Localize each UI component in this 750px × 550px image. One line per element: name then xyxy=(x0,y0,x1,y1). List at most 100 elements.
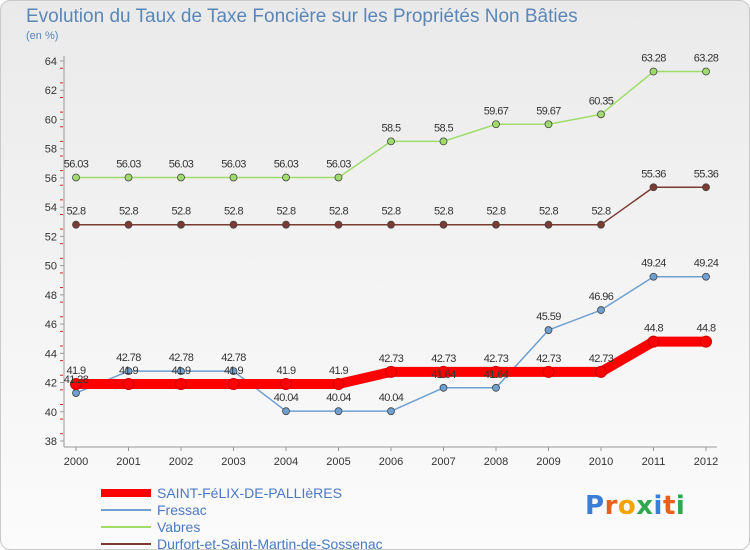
data-point xyxy=(124,367,133,376)
y-tick-label: 54 xyxy=(45,202,57,214)
y-tick-label: 40 xyxy=(45,407,57,419)
data-label: 41.64 xyxy=(431,369,456,381)
data-point xyxy=(70,378,82,390)
data-point xyxy=(72,389,80,397)
data-label: 58.5 xyxy=(381,122,400,134)
y-tick-label: 62 xyxy=(45,85,57,97)
data-label: 56.03 xyxy=(326,158,351,170)
data-point xyxy=(177,367,185,376)
data-point xyxy=(229,173,238,182)
data-point xyxy=(492,383,500,392)
data-point xyxy=(122,378,135,390)
data-point xyxy=(334,407,343,416)
data-label: 42.73 xyxy=(431,353,456,365)
logo-letter: r xyxy=(604,491,618,521)
data-label: 41.9 xyxy=(276,365,295,377)
data-point xyxy=(227,378,240,390)
data-label: 42.73 xyxy=(484,353,509,365)
data-point xyxy=(439,383,448,392)
data-point xyxy=(437,365,450,378)
x-tick-label: 2008 xyxy=(484,456,508,468)
data-point xyxy=(597,220,605,229)
data-point xyxy=(385,365,397,378)
data-label: 46.96 xyxy=(589,291,614,303)
data-label: 55.36 xyxy=(694,168,719,180)
data-point xyxy=(177,220,185,229)
y-tick-label: 58 xyxy=(45,144,57,156)
data-point xyxy=(702,183,710,192)
data-point xyxy=(700,335,712,348)
y-tick-label: 48 xyxy=(45,290,57,302)
x-tick-label: 2006 xyxy=(379,456,403,468)
data-point xyxy=(492,120,500,129)
data-point xyxy=(124,173,133,182)
data-point xyxy=(544,120,553,129)
y-tick-label: 50 xyxy=(45,261,57,273)
chart-legend: SAINT-FéLIX-DE-PALLIèRES Fressac Vabres Dur… xyxy=(101,484,383,550)
legend-swatch xyxy=(101,508,151,511)
data-point xyxy=(177,173,185,182)
data-point xyxy=(72,173,80,182)
data-point xyxy=(175,378,187,390)
data-label: 56.03 xyxy=(274,158,299,170)
data-point xyxy=(702,67,710,76)
data-label: 52.8 xyxy=(539,206,558,218)
legend-item: Durfort-et-Saint-Martin-de-Sossenac xyxy=(101,535,383,550)
data-point xyxy=(439,137,448,146)
data-point xyxy=(334,220,343,229)
data-label: 52.8 xyxy=(381,206,400,218)
data-label: 41.9 xyxy=(224,365,243,377)
data-label: 63.28 xyxy=(694,53,719,65)
data-point xyxy=(542,365,555,378)
legend-item: SAINT-FéLIX-DE-PALLIèRES xyxy=(101,484,383,501)
data-label: 52.8 xyxy=(119,206,138,218)
data-label: 42.78 xyxy=(116,352,141,364)
chart-subtitle: (en %) xyxy=(26,30,59,42)
data-label: 49.24 xyxy=(694,258,719,270)
data-label: 58.5 xyxy=(434,122,453,134)
x-tick-label: 2011 xyxy=(642,456,666,468)
data-label: 41.28 xyxy=(64,374,89,386)
y-tick-label: 64 xyxy=(45,56,57,68)
y-tick-label: 42 xyxy=(45,378,57,390)
y-tick-label: 46 xyxy=(45,319,57,331)
data-label: 41.9 xyxy=(119,365,138,377)
data-point xyxy=(649,183,658,192)
data-label: 56.03 xyxy=(116,158,141,170)
x-tick-label: 2000 xyxy=(64,456,88,468)
data-label: 42.73 xyxy=(536,353,561,365)
logo-letter: t xyxy=(662,491,676,521)
data-label: 52.8 xyxy=(329,206,348,218)
x-tick-label: 2007 xyxy=(431,456,455,468)
data-label: 42.73 xyxy=(379,353,404,365)
x-tick-label: 2001 xyxy=(116,456,140,468)
data-label: 42.78 xyxy=(221,352,246,364)
data-point xyxy=(332,378,345,390)
legend-swatch xyxy=(101,542,151,545)
data-point xyxy=(229,220,238,229)
data-point xyxy=(649,67,658,76)
data-point xyxy=(280,378,292,390)
data-label: 59.67 xyxy=(536,105,561,117)
proxiti-logo: Proxiti xyxy=(585,491,685,521)
data-label: 44.8 xyxy=(644,323,663,335)
data-label: 41.9 xyxy=(329,365,348,377)
data-point xyxy=(72,220,80,229)
data-label: 60.35 xyxy=(589,95,614,107)
data-label: 55.36 xyxy=(641,168,666,180)
data-point xyxy=(387,407,395,416)
data-label: 41.9 xyxy=(171,365,190,377)
legend-label: Durfort-et-Saint-Martin-de-Sossenac xyxy=(157,535,383,550)
data-label: 45.59 xyxy=(536,311,561,323)
legend-swatch xyxy=(101,525,151,528)
x-tick-label: 2003 xyxy=(221,456,245,468)
data-label: 44.8 xyxy=(696,323,715,335)
data-label: 41.9 xyxy=(66,365,85,377)
data-label: 52.8 xyxy=(276,206,295,218)
data-point xyxy=(544,326,553,334)
data-label: 63.28 xyxy=(641,53,666,65)
data-label: 40.04 xyxy=(326,392,351,404)
legend-label: Fressac xyxy=(157,501,207,518)
